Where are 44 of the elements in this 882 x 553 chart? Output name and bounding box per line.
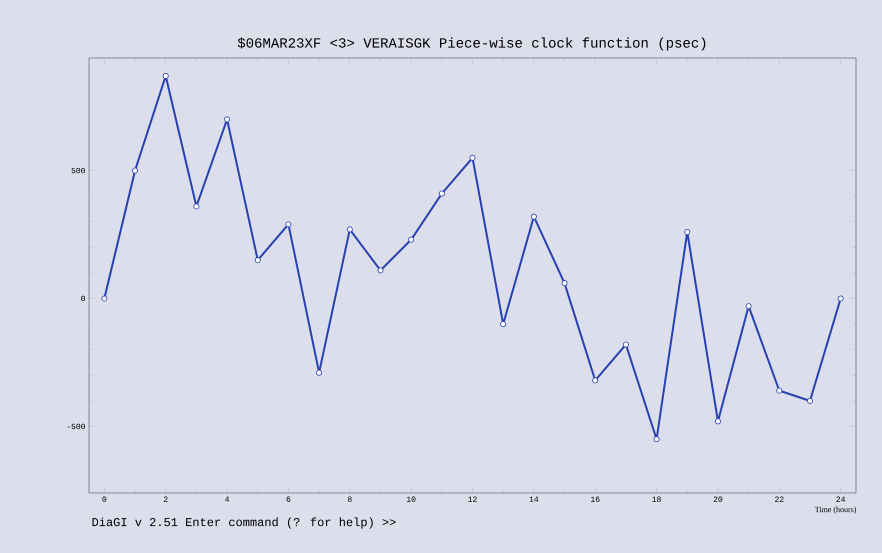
x-tick-label: 16 [591, 496, 600, 502]
y-tick-label: -500 [68, 424, 85, 430]
point [806, 398, 813, 404]
point [224, 116, 230, 122]
point [162, 72, 169, 79]
point [316, 370, 322, 376]
point [592, 377, 598, 384]
x-tick-label: 14 [530, 496, 538, 502]
chart-title: $06MAR23XF <3> VERAISGK Piece-wise clock function (psec) [238, 37, 706, 50]
x-tick-label: 4 [225, 496, 230, 502]
point [193, 203, 200, 210]
y-tick-label: 500 [72, 168, 85, 174]
x-tick-label: 0 [102, 496, 106, 502]
point [101, 296, 108, 302]
point [408, 236, 414, 243]
x-tick-label: 2 [164, 496, 168, 502]
text: DiaGI v 2.51 Enter command (? for help) >> [92, 517, 396, 529]
point [285, 221, 292, 228]
point [714, 418, 721, 424]
point [530, 214, 537, 220]
x-tick-label: 18 [652, 496, 661, 502]
x-tick-label: 8 [348, 496, 352, 502]
point [746, 303, 752, 310]
x-tick-label: 24 [836, 496, 846, 502]
point [776, 388, 782, 394]
point [132, 168, 138, 174]
point [562, 280, 568, 286]
point [654, 436, 660, 442]
point [622, 342, 629, 348]
x-tick-label: 12 [468, 496, 477, 502]
x-tick-label: 6 [286, 496, 290, 502]
x-tick-label: 22 [775, 496, 784, 502]
point [438, 190, 445, 197]
point [254, 257, 261, 264]
point [470, 154, 476, 161]
point [838, 296, 844, 302]
point [684, 228, 690, 235]
x-tick-label: 20 [714, 496, 722, 502]
y-tick-label: 0 [81, 296, 85, 302]
x-axis-title: Time (hours) [814, 506, 856, 514]
point [377, 267, 384, 274]
point [346, 226, 353, 232]
x-tick-label: 10 [406, 496, 416, 502]
point [500, 321, 506, 328]
